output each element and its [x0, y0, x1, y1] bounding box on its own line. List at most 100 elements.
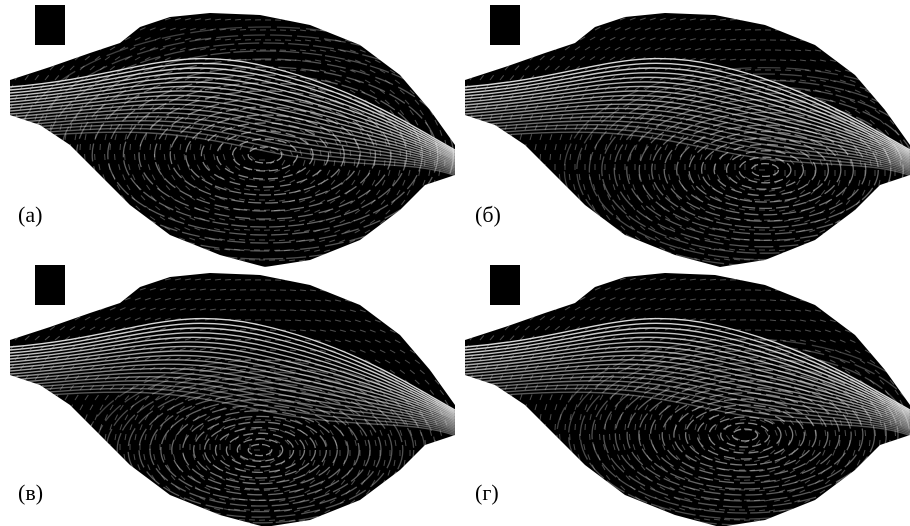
texture-stroke: [514, 184, 515, 190]
texture-stroke: [795, 290, 801, 291]
texture-stroke: [815, 500, 820, 503]
texture-stroke: [490, 56, 494, 60]
texture-stroke: [535, 267, 540, 270]
texture-stroke: [21, 235, 25, 240]
texture-stroke: [895, 330, 900, 333]
texture-stroke: [715, 9, 721, 10]
texture-stroke: [480, 16, 485, 20]
texture-stroke: [62, 495, 65, 500]
texture-stroke: [390, 150, 391, 156]
texture-stroke: [535, 287, 540, 290]
texture-stroke: [865, 270, 871, 272]
texture-stroke: [413, 480, 416, 486]
texture-stroke: [845, 220, 850, 224]
texture-stroke: [70, 424, 71, 430]
texture-stroke: [421, 520, 425, 524]
texture-stroke: [735, 30, 741, 31]
texture-stroke: [440, 50, 445, 54]
texture-stroke: [69, 464, 70, 470]
texture-stroke: [48, 485, 50, 491]
texture-stroke: [45, 56, 49, 60]
texture-stroke: [576, 496, 580, 500]
texture-stroke: [866, 480, 870, 485]
texture-stroke: [425, 340, 430, 343]
texture-stroke: [300, 10, 306, 11]
texture-stroke: [410, 70, 415, 74]
texture-stroke: [395, 280, 401, 282]
texture-stroke: [475, 384, 477, 390]
texture-stroke: [61, 215, 65, 220]
texture-stroke: [886, 220, 890, 224]
texture-stroke: [765, 350, 771, 351]
texture-stroke: [586, 496, 590, 500]
texture-stroke: [375, 40, 381, 42]
texture-stroke: [120, 257, 125, 260]
texture-stroke: [568, 194, 570, 200]
texture-stroke: [10, 26, 15, 30]
texture-stroke: [512, 485, 515, 490]
texture-stroke: [355, 280, 361, 281]
texture-stroke: [315, 280, 321, 281]
texture-stroke: [502, 225, 505, 230]
texture-stroke: [29, 464, 30, 470]
texture-stroke: [465, 267, 470, 271]
texture-stroke: [575, 27, 580, 30]
texture-stroke: [625, 8, 631, 10]
texture-stroke: [269, 200, 275, 201]
texture-stroke: [485, 65, 489, 70]
texture-stroke: [536, 495, 540, 500]
texture-stroke: [540, 154, 541, 160]
texture-stroke: [235, 320, 241, 321]
texture-stroke: [500, 56, 504, 60]
texture-stroke: [375, 230, 380, 233]
texture-stroke: [576, 256, 581, 260]
texture-stroke: [881, 490, 885, 494]
texture-stroke: [417, 490, 420, 495]
texture-stroke: [595, 517, 600, 521]
texture-stroke: [44, 454, 45, 460]
texture-stroke: [595, 268, 601, 270]
texture-stroke: [240, 350, 246, 351]
texture-stroke: [870, 20, 876, 22]
texture-stroke: [425, 360, 430, 364]
texture-stroke: [625, 496, 630, 500]
texture-stroke: [275, 100, 281, 101]
texture-stroke: [537, 475, 540, 480]
texture-stroke: [520, 297, 525, 301]
texture-stroke: [745, 89, 751, 90]
texture-stroke: [160, 8, 166, 10]
texture-stroke: [467, 235, 470, 240]
texture-stroke: [285, 340, 291, 341]
texture-stroke: [433, 480, 435, 486]
texture-stroke: [92, 195, 95, 200]
texture-stroke: [582, 465, 585, 470]
texture-stroke: [40, 405, 42, 411]
texture-stroke: [150, 8, 156, 10]
texture-stroke: [785, 70, 791, 71]
texture-stroke: [515, 144, 516, 150]
texture-stroke: [543, 464, 545, 470]
texture-stroke: [674, 518, 680, 520]
texture-stroke: [885, 310, 890, 313]
texture-stroke: [159, 258, 165, 260]
texture-stroke: [416, 210, 420, 215]
texture-stroke: [340, 10, 346, 11]
texture-stroke: [882, 470, 885, 475]
texture-stroke: [724, 499, 730, 500]
texture-stroke: [834, 260, 840, 262]
texture-stroke: [785, 270, 791, 271]
texture-stroke: [15, 434, 16, 440]
texture-stroke: [735, 389, 741, 390]
texture-stroke: [17, 505, 20, 510]
texture-stroke: [155, 18, 161, 20]
texture-stroke: [426, 230, 430, 234]
texture-stroke: [90, 236, 95, 240]
texture-stroke: [32, 515, 36, 520]
texture-stroke: [160, 496, 165, 500]
texture-stroke: [230, 9, 236, 10]
texture-stroke: [780, 100, 786, 101]
texture-stroke: [835, 310, 841, 312]
texture-stroke: [830, 510, 835, 513]
texture-stroke: [15, 414, 17, 420]
texture-stroke: [385, 320, 391, 322]
